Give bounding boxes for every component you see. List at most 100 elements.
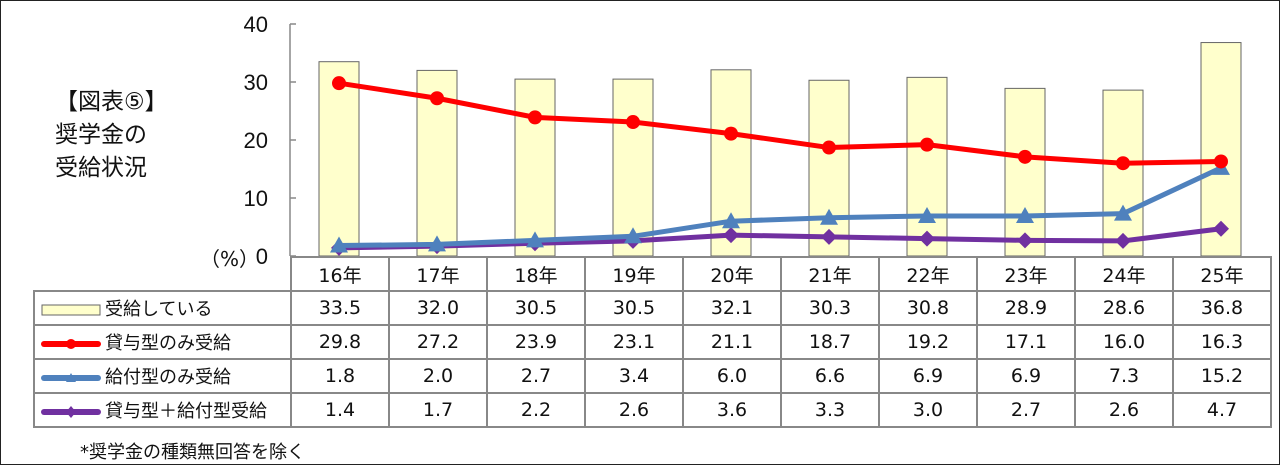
table-cell: 3.3	[780, 392, 880, 428]
legend-triangle-line-icon	[41, 373, 101, 382]
data-point-circle-icon	[430, 91, 444, 106]
table-cell: 32.1	[682, 290, 782, 326]
table-cell: 30.5	[584, 290, 684, 326]
table-cell: 30.3	[780, 290, 880, 326]
data-point-diamond-icon	[821, 228, 837, 245]
bar	[318, 61, 360, 257]
data-point-circle-icon	[822, 140, 836, 155]
legend-label: 貸与型のみ受給	[105, 333, 231, 354]
year-header: 20年	[682, 256, 782, 292]
data-point-diamond-icon	[1213, 220, 1229, 237]
year-header: 25年	[1172, 256, 1272, 292]
bar	[514, 78, 556, 257]
table-row-both: 貸与型＋給付型受給 1.4 1.7 2.2 2.6 3.6 3.3 3.0 2.…	[33, 392, 1272, 428]
legend-label: 受給している	[105, 299, 213, 320]
table-cell: 1.8	[290, 358, 390, 394]
table-cell: 27.2	[388, 324, 488, 360]
bar	[1200, 42, 1242, 257]
year-header: 21年	[780, 256, 880, 292]
line-diamond	[331, 220, 1229, 256]
table-row-receiving: 受給している 33.5 32.0 30.5 30.5 32.1 30.3 30.…	[33, 290, 1272, 326]
footnote: *奨学金の種類無回答を除く	[80, 442, 305, 463]
table-cell: 6.6	[780, 358, 880, 394]
table-cell: 3.4	[584, 358, 684, 394]
data-point-triangle-icon	[428, 235, 446, 252]
data-point-circle-icon	[528, 110, 542, 125]
y-tick-20: 20	[243, 128, 268, 153]
y-tick-40: 40	[243, 12, 268, 37]
data-table: 16年 17年 18年 19年 20年 21年 22年 23年 24年 25年 …	[33, 256, 1272, 428]
title-line-2: 奨学金の	[55, 122, 147, 148]
bar	[1004, 87, 1046, 257]
table-cell: 2.7	[486, 358, 586, 394]
table-cell: 30.5	[486, 290, 586, 326]
legend-circle-line-icon	[41, 339, 101, 349]
table-cell: 29.8	[290, 324, 390, 360]
bar	[808, 79, 850, 257]
y-axis-unit: （%）	[200, 247, 260, 271]
table-cell: 23.9	[486, 324, 586, 360]
table-cell: 3.0	[878, 392, 978, 428]
y-tick-10: 10	[243, 186, 268, 211]
data-point-triangle-icon	[526, 231, 544, 248]
table-cell: 2.6	[1074, 392, 1174, 428]
data-point-diamond-icon	[919, 230, 935, 247]
table-cell: 1.4	[290, 392, 390, 428]
table-cell: 21.1	[682, 324, 782, 360]
data-point-triangle-icon	[1016, 206, 1034, 223]
year-header: 16年	[290, 256, 390, 292]
table-cell: 16.0	[1074, 324, 1174, 360]
data-point-triangle-icon	[820, 208, 838, 225]
table-cell: 33.5	[290, 290, 390, 326]
table-cell: 32.0	[388, 290, 488, 326]
table-cell: 28.6	[1074, 290, 1174, 326]
table-cell: 6.9	[976, 358, 1076, 394]
data-point-diamond-icon	[723, 227, 739, 244]
table-row-grant-only: 給付型のみ受給 1.8 2.0 2.7 3.4 6.0 6.6 6.9 6.9 …	[33, 358, 1272, 394]
y-tick-30: 30	[243, 70, 268, 95]
table-cell: 1.7	[388, 392, 488, 428]
table-row-loan-only: 貸与型のみ受給 29.8 27.2 23.9 23.1 21.1 18.7 19…	[33, 324, 1272, 360]
table-cell: 23.1	[584, 324, 684, 360]
data-point-triangle-icon	[330, 236, 348, 253]
data-point-triangle-icon	[1114, 204, 1132, 221]
year-header: 24年	[1074, 256, 1174, 292]
year-header: 22年	[878, 256, 978, 292]
bar	[1102, 89, 1144, 257]
data-point-triangle-icon	[624, 227, 642, 244]
table-cell: 17.1	[976, 324, 1076, 360]
table-cell: 30.8	[878, 290, 978, 326]
legend-diamond-line-icon	[41, 406, 101, 418]
year-header: 19年	[584, 256, 684, 292]
y-axis	[289, 23, 296, 257]
table-cell: 2.0	[388, 358, 488, 394]
year-header: 23年	[976, 256, 1076, 292]
line-series	[330, 76, 1230, 256]
table-cell: 2.7	[976, 392, 1076, 428]
year-header: 17年	[388, 256, 488, 292]
table-cell: 28.9	[976, 290, 1076, 326]
table-cell: 6.9	[878, 358, 978, 394]
table-cell: 16.3	[1172, 324, 1272, 360]
legend-label: 給付型のみ受給	[105, 367, 231, 388]
data-point-triangle-icon	[918, 206, 936, 223]
data-point-circle-icon	[626, 115, 640, 130]
legend-bar-swatch-icon	[41, 304, 101, 316]
table-cell: 18.7	[780, 324, 880, 360]
data-point-circle-icon	[1214, 154, 1228, 169]
table-cell: 7.3	[1074, 358, 1174, 394]
table-header-row: 16年 17年 18年 19年 20年 21年 22年 23年 24年 25年	[34, 256, 1272, 292]
bar	[906, 76, 948, 257]
table-cell: 2.6	[584, 392, 684, 428]
chart-title: 【図表⑤】 奨学金の 受給状況	[55, 86, 168, 185]
line-circle	[332, 76, 1228, 171]
year-header: 18年	[486, 256, 586, 292]
table-cell: 15.2	[1172, 358, 1272, 394]
table-cell: 4.7	[1172, 392, 1272, 428]
table-cell: 2.2	[486, 392, 586, 428]
bar	[612, 78, 654, 257]
data-point-circle-icon	[332, 76, 346, 91]
data-point-circle-icon	[1018, 149, 1032, 164]
y-tick-0: 0	[255, 244, 268, 269]
